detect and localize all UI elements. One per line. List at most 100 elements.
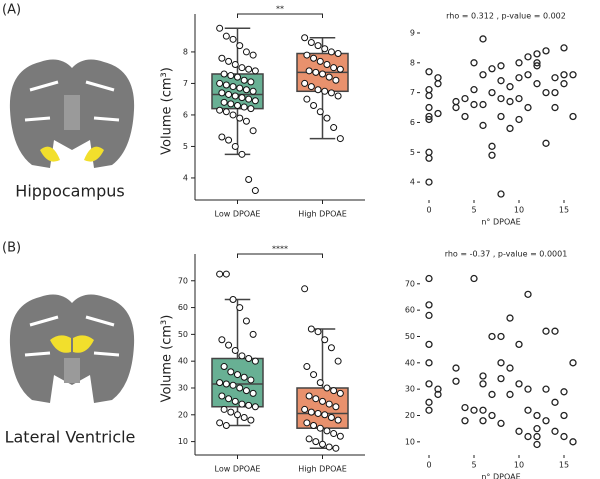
data-point bbox=[425, 148, 433, 156]
data-point bbox=[425, 115, 433, 124]
data-point bbox=[240, 103, 248, 111]
data-point bbox=[238, 352, 246, 360]
data-point bbox=[305, 435, 313, 443]
y-tick-label: 60 bbox=[405, 306, 415, 315]
y-tick-label: 4 bbox=[410, 178, 415, 187]
data-point bbox=[542, 417, 550, 425]
data-point bbox=[542, 88, 550, 97]
y-tick-label: 30 bbox=[178, 383, 188, 392]
data-point bbox=[434, 385, 442, 393]
x-tick-label: Low DPOAE bbox=[215, 465, 261, 474]
data-point bbox=[479, 380, 487, 388]
data-point bbox=[551, 103, 559, 112]
y-tick-label: 6 bbox=[183, 110, 188, 119]
data-point bbox=[316, 379, 324, 387]
data-point bbox=[305, 392, 313, 400]
data-point bbox=[542, 385, 550, 393]
data-point bbox=[321, 411, 329, 419]
data-point bbox=[229, 83, 237, 91]
data-point bbox=[425, 398, 433, 406]
data-point bbox=[479, 372, 487, 380]
data-point bbox=[497, 77, 505, 85]
data-point bbox=[307, 38, 315, 46]
data-point bbox=[321, 336, 329, 344]
data-point bbox=[225, 136, 233, 144]
data-point bbox=[314, 42, 322, 50]
data-point bbox=[330, 387, 338, 395]
data-point bbox=[332, 403, 340, 411]
y-tick-label: 9 bbox=[410, 28, 415, 37]
data-point bbox=[227, 72, 235, 80]
x-tick-label: 5 bbox=[471, 206, 476, 215]
data-point bbox=[245, 401, 253, 409]
data-point bbox=[452, 103, 460, 112]
data-point bbox=[245, 176, 253, 184]
data-point bbox=[461, 112, 469, 121]
data-point bbox=[524, 53, 532, 61]
data-point bbox=[336, 65, 344, 73]
data-point bbox=[434, 390, 442, 399]
data-point bbox=[240, 373, 248, 381]
data-point bbox=[434, 74, 442, 82]
data-point bbox=[301, 34, 309, 42]
data-point bbox=[316, 108, 324, 116]
data-point bbox=[332, 76, 340, 84]
data-point bbox=[234, 101, 241, 109]
data-point bbox=[238, 400, 246, 408]
data-point bbox=[470, 406, 478, 414]
data-point bbox=[488, 88, 496, 97]
data-point bbox=[425, 112, 433, 121]
data-point bbox=[560, 71, 568, 79]
y-axis-label: Volume (cm³) bbox=[160, 315, 175, 403]
data-point bbox=[225, 57, 233, 65]
data-point bbox=[229, 381, 237, 389]
y-tick-label: 5 bbox=[410, 148, 415, 157]
data-point bbox=[234, 411, 241, 419]
data-point bbox=[216, 379, 224, 387]
data-point bbox=[506, 83, 514, 91]
data-point bbox=[542, 327, 550, 335]
data-point bbox=[225, 395, 233, 403]
data-point bbox=[336, 135, 344, 143]
data-point bbox=[227, 408, 235, 416]
data-point bbox=[488, 142, 496, 150]
panel-label: (A) bbox=[2, 3, 21, 18]
data-point bbox=[336, 389, 344, 397]
data-point bbox=[515, 427, 523, 435]
data-point bbox=[542, 139, 550, 147]
data-point bbox=[470, 59, 478, 67]
data-point bbox=[220, 405, 228, 413]
data-point bbox=[251, 403, 259, 411]
data-point bbox=[515, 340, 523, 349]
data-point bbox=[497, 419, 505, 428]
data-point bbox=[332, 444, 340, 452]
data-point bbox=[425, 380, 433, 388]
y-tick-label: 70 bbox=[178, 276, 188, 285]
x-tick-label: High DPOAE bbox=[298, 210, 347, 219]
data-point bbox=[533, 440, 541, 449]
x-tick-label: Low DPOAE bbox=[215, 210, 261, 219]
data-point bbox=[240, 413, 248, 421]
data-point bbox=[327, 344, 335, 352]
data-point bbox=[321, 87, 329, 95]
data-point bbox=[506, 97, 514, 106]
x-tick-label: 0 bbox=[426, 206, 431, 215]
data-point bbox=[307, 83, 315, 91]
data-point bbox=[249, 330, 257, 338]
x-tick-label: High DPOAE bbox=[298, 465, 347, 474]
data-point bbox=[312, 68, 320, 76]
data-point bbox=[245, 65, 253, 73]
data-point bbox=[242, 387, 250, 395]
data-point bbox=[470, 274, 478, 283]
data-point bbox=[551, 427, 559, 435]
data-point bbox=[425, 274, 433, 283]
data-point bbox=[319, 70, 326, 78]
chart-title: rho = -0.37 , p-value = 0.0001 bbox=[445, 250, 568, 259]
data-point bbox=[425, 301, 433, 309]
data-point bbox=[461, 417, 469, 425]
y-tick-label: 50 bbox=[178, 330, 188, 339]
brain-illustration bbox=[9, 294, 135, 403]
data-point bbox=[216, 106, 224, 114]
data-point bbox=[231, 61, 239, 69]
data-point bbox=[533, 425, 541, 433]
